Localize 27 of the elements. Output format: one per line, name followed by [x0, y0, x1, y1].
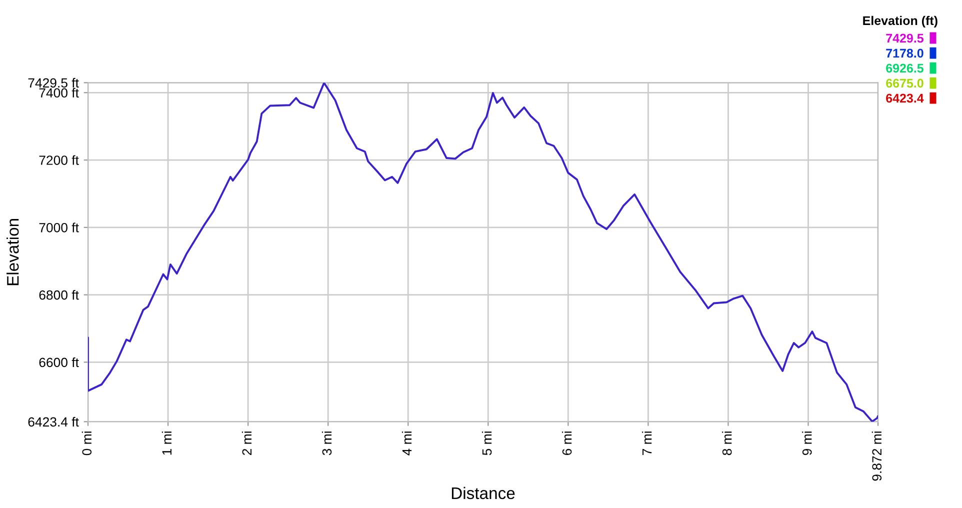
- x-tick-label: 5 mi: [482, 432, 492, 456]
- x-tick-label: 9.872 mi: [872, 432, 882, 481]
- color-bar-label: 7429.5: [886, 34, 924, 43]
- y-tick-label: 6423.4 ft: [28, 416, 79, 427]
- y-tick-label: 6800 ft: [39, 290, 79, 300]
- x-tick-label: 2 mi: [242, 432, 252, 455]
- color-bar-label: 6423.4: [886, 94, 924, 103]
- x-tick-label: 1 mi: [162, 432, 172, 455]
- x-tick-label: 4 mi: [402, 432, 412, 456]
- x-tick-label: 8 mi: [722, 432, 732, 456]
- line-series: [88, 82, 878, 422]
- y-tick-label: 6600 ft: [39, 357, 79, 368]
- x-tick-label: 0 mi: [82, 432, 92, 456]
- y-tick-label: 7200 ft: [39, 155, 79, 165]
- color-bar-label: 6675.0: [886, 78, 924, 88]
- color-bar-label: 6926.5: [886, 64, 924, 73]
- x-tick-label: 7 mi: [642, 432, 652, 455]
- x-tick-label: 6 mi: [562, 432, 572, 455]
- x-axis-title: Distance: [452, 486, 515, 500]
- y-tick-label: 7400 ft: [39, 88, 79, 98]
- y-tick-label: 7000 ft: [39, 222, 79, 232]
- y-tick-label: 7429.5 ft: [28, 78, 79, 88]
- x-tick-label: 3 mi: [322, 432, 332, 456]
- x-tick-label: 9 mi: [802, 432, 812, 456]
- color-bar-label: 7178.0: [886, 48, 924, 58]
- y-axis-title: Elevation: [6, 219, 19, 286]
- color-bar-title: Elevation (ft): [863, 16, 938, 28]
